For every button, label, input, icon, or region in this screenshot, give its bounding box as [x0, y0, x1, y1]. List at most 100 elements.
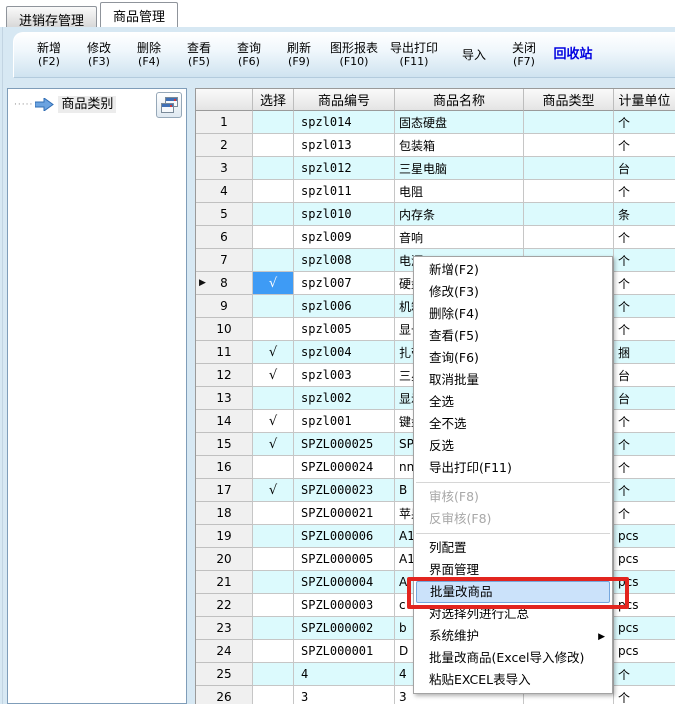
menu-item-invert-selection[interactable]: 反选 [414, 435, 612, 457]
toolbar-button-hotkey: (F7) [513, 55, 535, 68]
row-index-value: 17 [216, 483, 232, 497]
cell-select-checkbox[interactable] [253, 456, 294, 479]
header-cell-unit[interactable]: 计量单位 [614, 89, 675, 111]
toolbar-button-export-print[interactable]: 导出打印 (F11) [384, 41, 444, 69]
toolbar-button-add[interactable]: 新增 (F2) [24, 41, 74, 69]
menu-item-system-maintenance[interactable]: 系统维护 ▶ [414, 625, 612, 647]
menu-item-query[interactable]: 查询(F6) [414, 347, 612, 369]
toolbar-button-refresh[interactable]: 刷新 (F9) [274, 41, 324, 69]
menu-item-view[interactable]: 查看(F5) [414, 325, 612, 347]
menu-item-paste-excel-import[interactable]: 粘贴EXCEL表导入 [414, 669, 612, 691]
row-index-value: 21 [216, 575, 232, 589]
row-index-value: 10 [216, 322, 232, 336]
tree-node-product-category[interactable]: ····· 商品类别 [14, 96, 117, 113]
header-cell-row-index[interactable] [196, 89, 253, 111]
page-left-edge [2, 27, 3, 704]
cell-select-checkbox[interactable] [253, 640, 294, 663]
table-row[interactable]: 4 spzl011 电阻 个 [196, 180, 675, 203]
cell-select-checkbox[interactable] [253, 548, 294, 571]
cell-unit: pcs [614, 617, 675, 640]
cell-select-checkbox[interactable]: √ [253, 341, 294, 364]
cell-select-checkbox[interactable] [253, 157, 294, 180]
cell-select-checkbox[interactable]: √ [253, 479, 294, 502]
toolbar-button-chart-report[interactable]: 图形报表 (F10) [324, 41, 384, 69]
row-index-value: 12 [216, 368, 232, 382]
cell-select-checkbox[interactable] [253, 387, 294, 410]
toolbar-button-query[interactable]: 查询 (F6) [224, 41, 274, 69]
toolbar-button-modify[interactable]: 修改 (F3) [74, 41, 124, 69]
cell-row-index: 14 [196, 410, 253, 433]
cell-select-checkbox[interactable] [253, 134, 294, 157]
menu-item-ui-management[interactable]: 界面管理 [414, 559, 612, 581]
cell-select-checkbox[interactable]: √ [253, 410, 294, 433]
tab-inventory-management[interactable]: 进销存管理 [6, 6, 98, 29]
menu-item-add[interactable]: 新增(F2) [414, 259, 612, 281]
table-row[interactable]: 6 spzl009 音响 个 [196, 226, 675, 249]
toolbar-button-close[interactable]: 关闭 (F7) [504, 41, 544, 69]
cell-select-checkbox[interactable] [253, 525, 294, 548]
cell-select-checkbox[interactable] [253, 249, 294, 272]
cell-select-checkbox[interactable] [253, 686, 294, 704]
table-row[interactable]: 1 spzl014 固态硬盘 个 [196, 111, 675, 134]
menu-item-export-print[interactable]: 导出打印(F11) [414, 457, 612, 479]
toolbar-button-view[interactable]: 查看 (F5) [174, 41, 224, 69]
header-cell-product-name[interactable]: 商品名称 [395, 89, 524, 111]
cell-select-checkbox[interactable] [253, 318, 294, 341]
menu-item-label: 修改(F3) [429, 284, 479, 299]
cell-select-checkbox[interactable] [253, 203, 294, 226]
menu-item-batch-edit-product-excel[interactable]: 批量改商品(Excel导入修改) [414, 647, 612, 669]
cell-select-checkbox[interactable] [253, 111, 294, 134]
cell-product-code: SPZL000005 [294, 548, 395, 571]
row-index-value: 16 [216, 460, 232, 474]
row-index-value: 7 [220, 253, 228, 267]
toolbar-button-recycle-bin[interactable]: 回收站 [544, 48, 602, 62]
menu-item-modify[interactable]: 修改(F3) [414, 281, 612, 303]
cell-product-type [524, 111, 614, 134]
cell-select-checkbox[interactable] [253, 617, 294, 640]
table-row[interactable]: 5 spzl010 内存条 条 [196, 203, 675, 226]
header-cell-select[interactable]: 选择 [253, 89, 294, 111]
cell-select-checkbox[interactable] [253, 571, 294, 594]
table-row[interactable]: 2 spzl013 包装箱 个 [196, 134, 675, 157]
header-cell-product-type[interactable]: 商品类型 [524, 89, 614, 111]
cell-select-checkbox[interactable] [253, 180, 294, 203]
menu-item-select-all[interactable]: 全选 [414, 391, 612, 413]
menu-item-cancel-batch[interactable]: 取消批量 [414, 369, 612, 391]
menu-separator [416, 533, 610, 534]
cell-select-checkbox[interactable]: √ [253, 272, 294, 295]
tree-node-label: 商品类别 [58, 96, 117, 113]
cell-product-code: SPZL000004 [294, 571, 395, 594]
context-menu: 新增(F2) 修改(F3) 删除(F4) 查看(F5) 查询(F6) 取消批量 全选 全不选反… [413, 256, 613, 694]
cell-select-checkbox[interactable] [253, 663, 294, 686]
cell-select-checkbox[interactable] [253, 502, 294, 525]
cell-select-checkbox[interactable] [253, 295, 294, 318]
cell-select-checkbox[interactable] [253, 226, 294, 249]
menu-item-batch-edit-product[interactable]: 批量改商品 [416, 581, 610, 603]
tab-product-management[interactable]: 商品管理 [100, 2, 179, 27]
cell-select-checkbox[interactable] [253, 594, 294, 617]
cell-product-code: spzl012 [294, 157, 395, 180]
menu-item-summarize-selected-columns[interactable]: 对选择列进行汇总 [414, 603, 612, 625]
cell-product-code: spzl013 [294, 134, 395, 157]
menu-item-label: 对选择列进行汇总 [429, 606, 530, 621]
cell-select-checkbox[interactable]: √ [253, 364, 294, 387]
cell-unit: 个 [614, 111, 675, 134]
cell-product-name: 包装箱 [395, 134, 524, 157]
row-index-value: 19 [216, 529, 232, 543]
row-index-value: 20 [216, 552, 232, 566]
toolbar-button-import[interactable]: 导入 [444, 48, 504, 62]
table-row[interactable]: 3 spzl012 三星电脑 台 [196, 157, 675, 180]
header-cell-product-code[interactable]: 商品编号 [294, 89, 395, 111]
cell-unit: pcs [614, 525, 675, 548]
cell-product-code: SPZL000024 [294, 456, 395, 479]
cell-select-checkbox[interactable]: √ [253, 433, 294, 456]
toolbar-button-delete[interactable]: 删除 (F4) [124, 41, 174, 69]
menu-item-select-none[interactable]: 全不选 [414, 413, 612, 435]
menu-item-label: 界面管理 [429, 562, 480, 577]
toolbar-button-label: 新增 [36, 41, 61, 55]
panel-layout-button[interactable] [156, 92, 182, 118]
menu-item-delete[interactable]: 删除(F4) [414, 303, 612, 325]
menu-item-column-config[interactable]: 列配置 [414, 537, 612, 559]
toolbar-buttons: 新增 (F2) 修改 (F3) 删除 (F4) 查看 (F5) 查询 (F6) 刷新 (F9) 图形报表… [24, 41, 675, 69]
